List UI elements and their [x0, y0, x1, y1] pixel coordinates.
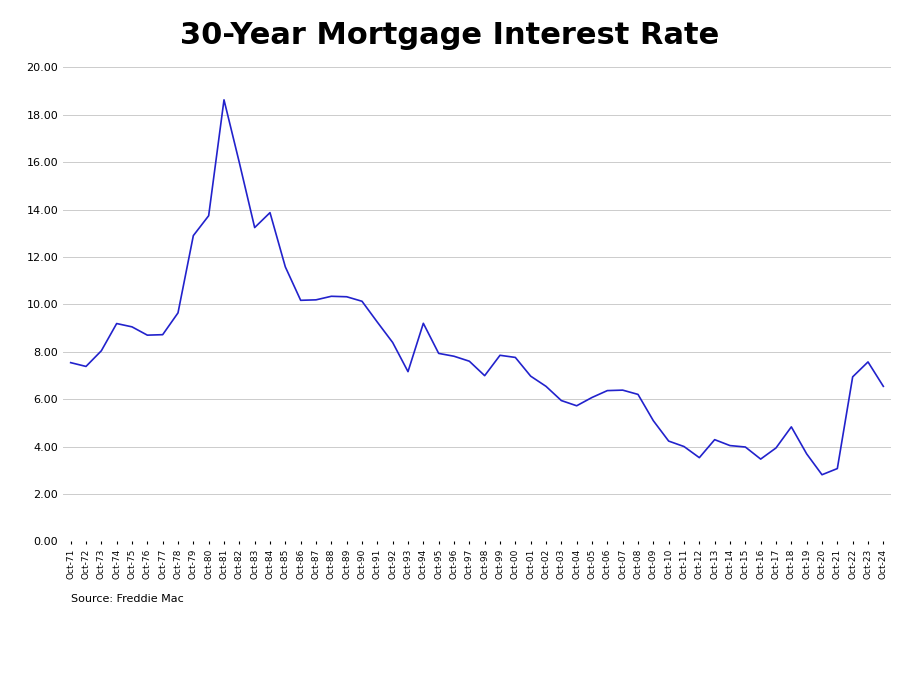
Text: Source: Freddie Mac: Source: Freddie Mac [71, 595, 184, 604]
Text: AARON LAYMAN: AARON LAYMAN [734, 653, 815, 663]
Text: REAL ESTATE: REAL ESTATE [744, 671, 804, 680]
Text: 30-Year Mortgage Interest Rate: 30-Year Mortgage Interest Rate [180, 21, 720, 50]
